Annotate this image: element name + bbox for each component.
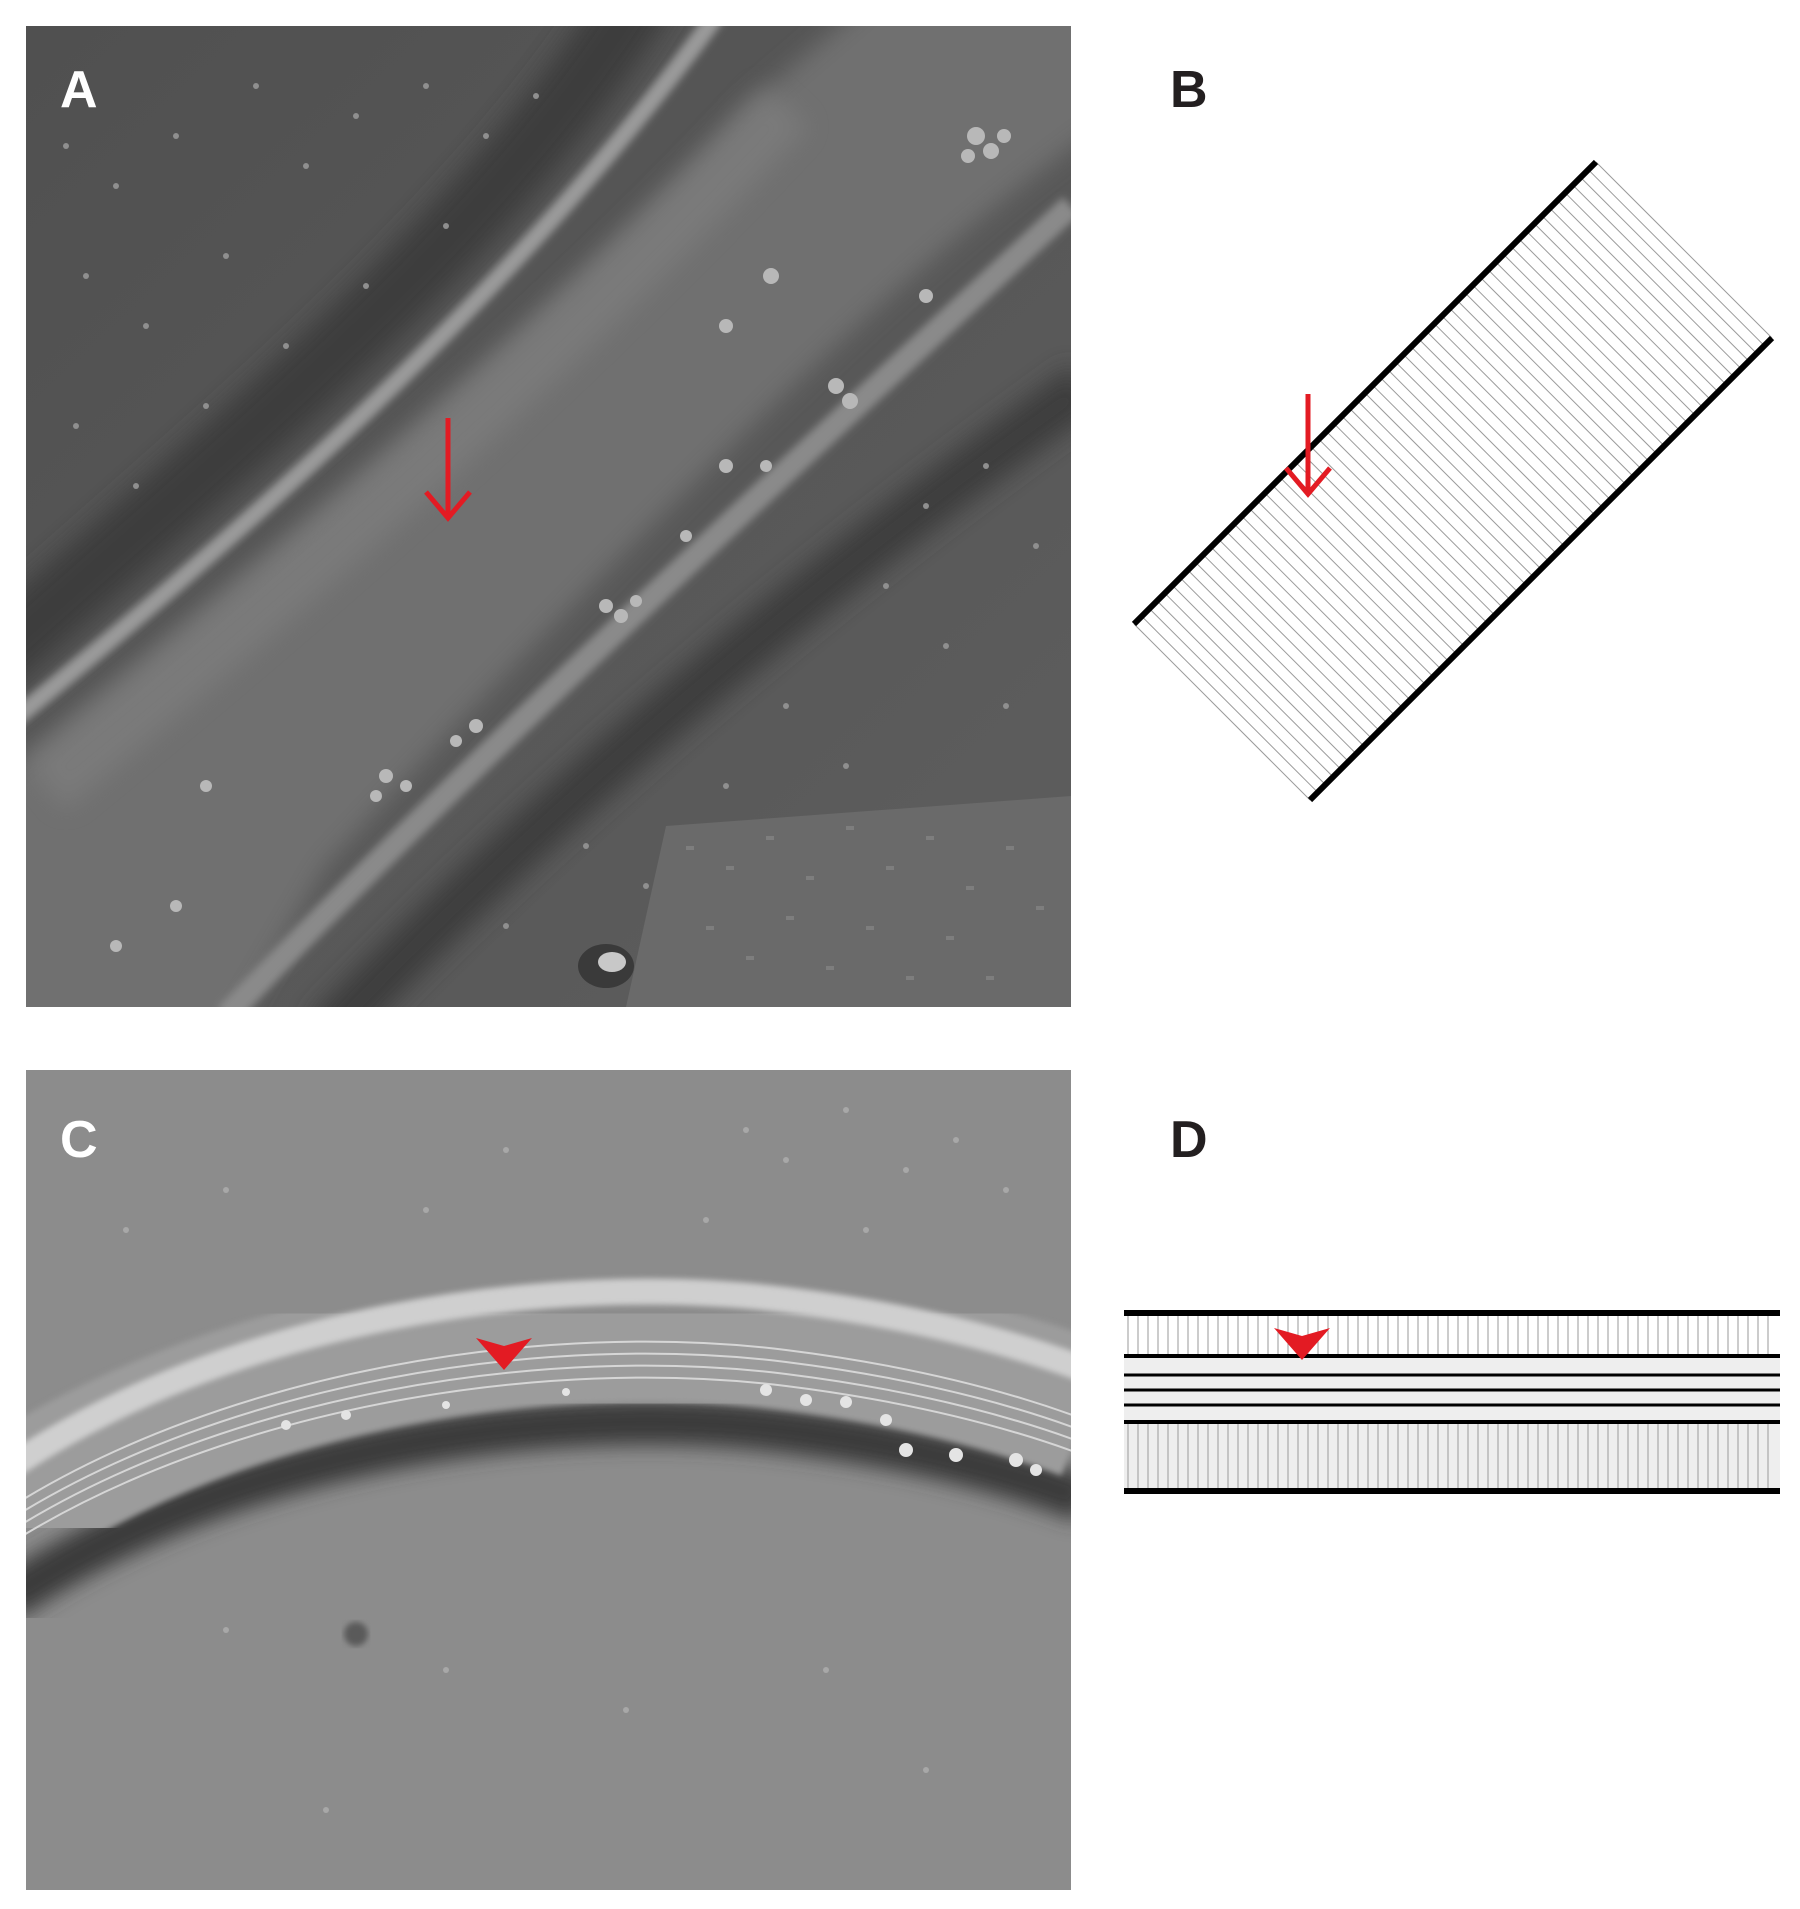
striation-line [1218, 538, 1396, 716]
striation-line [1433, 323, 1611, 501]
granules [281, 1384, 1042, 1476]
micrograph-c-image [26, 1070, 1071, 1890]
striation-line [1303, 454, 1480, 631]
striation-line [1441, 315, 1619, 493]
striation-line [1326, 431, 1503, 608]
striation-line [1202, 554, 1380, 732]
striation-line [1510, 246, 1688, 424]
striation-line [1233, 523, 1411, 701]
striation-line [1279, 477, 1457, 655]
striation-line [1534, 223, 1711, 400]
striation-line [1418, 338, 1596, 516]
striation-lines [1127, 1316, 1769, 1488]
marker-arrow-b [1284, 394, 1332, 498]
striation-line [1526, 230, 1704, 408]
panel-label-c: C [60, 1111, 98, 1169]
striation-line [1495, 261, 1673, 439]
panel-a-micrograph: A [26, 26, 1071, 1007]
striation-line [1295, 461, 1473, 639]
striation-line [1133, 623, 1311, 801]
striation-line [1195, 562, 1372, 739]
striation-line [1449, 307, 1627, 485]
panel-label-d: D [1170, 1111, 1208, 1169]
striation-line [1549, 207, 1727, 385]
striation-line [1564, 192, 1742, 370]
striation-line [1410, 346, 1588, 524]
striation-line [1241, 515, 1419, 693]
longitudinal-lines [26, 1340, 1071, 1535]
panel-c-micrograph: C [26, 1070, 1071, 1890]
body-edge-bottom [1307, 335, 1775, 803]
granules [110, 127, 1011, 952]
micrograph-a-image [26, 26, 1071, 1007]
striation-lines [1133, 161, 1773, 801]
striation-line [1226, 531, 1403, 708]
striation-line [1256, 500, 1434, 678]
striation-line [1487, 269, 1665, 447]
striation-line [1426, 331, 1603, 508]
striation-line [1403, 354, 1580, 531]
striation-line [1472, 284, 1650, 462]
marker-arrowhead-c [476, 1338, 532, 1370]
striation-line [1380, 377, 1557, 554]
bacteria-specks [63, 83, 1039, 929]
striation-line [1572, 184, 1750, 362]
striation-line [1503, 254, 1680, 431]
striation-line [1172, 585, 1349, 762]
striation-line [1149, 608, 1326, 785]
striation-line [1356, 400, 1534, 578]
striation-line [1387, 369, 1565, 547]
striation-line [1333, 423, 1511, 601]
bacterial-lawn [626, 796, 1071, 1007]
striation-line [1341, 415, 1519, 593]
striation-line [1179, 577, 1357, 755]
striation-line [1272, 485, 1449, 662]
striation-line [1187, 569, 1365, 747]
panel-label-a: A [60, 61, 98, 119]
striation-line [1364, 392, 1542, 570]
striation-line [1580, 177, 1757, 354]
striation-line [1141, 615, 1319, 793]
marker-arrowhead-d [1274, 1328, 1330, 1360]
panel-label-b: B [1170, 61, 1208, 119]
striation-line [1349, 408, 1526, 585]
schematic-b-diagram [1131, 159, 1775, 803]
panel-d-schematic: D [1110, 1070, 1800, 1890]
striation-line [1249, 508, 1426, 685]
striation-line [1318, 438, 1496, 616]
striation-line [1480, 277, 1657, 454]
striation-line [1518, 238, 1696, 416]
schematic-d-diagram [1124, 1310, 1780, 1494]
striation-line [1464, 292, 1642, 470]
striation-line [1264, 492, 1442, 670]
striation-line [1210, 546, 1388, 724]
striation-line [1541, 215, 1719, 393]
body-edge-top [1131, 159, 1599, 627]
striation-line [1457, 300, 1634, 477]
striation-line [1372, 384, 1550, 562]
panel-b-schematic: B [1110, 26, 1800, 1007]
striation-line [1164, 592, 1342, 770]
striation-line [1287, 469, 1465, 647]
striation-line [1310, 446, 1488, 624]
striation-line [1587, 169, 1765, 347]
striation-line [1395, 361, 1573, 539]
striation-line [1595, 161, 1773, 339]
marker-arrow-a [424, 418, 472, 522]
striation-line [1557, 200, 1734, 377]
bacteria-specks [123, 1107, 1009, 1813]
striation-line [1156, 600, 1334, 778]
